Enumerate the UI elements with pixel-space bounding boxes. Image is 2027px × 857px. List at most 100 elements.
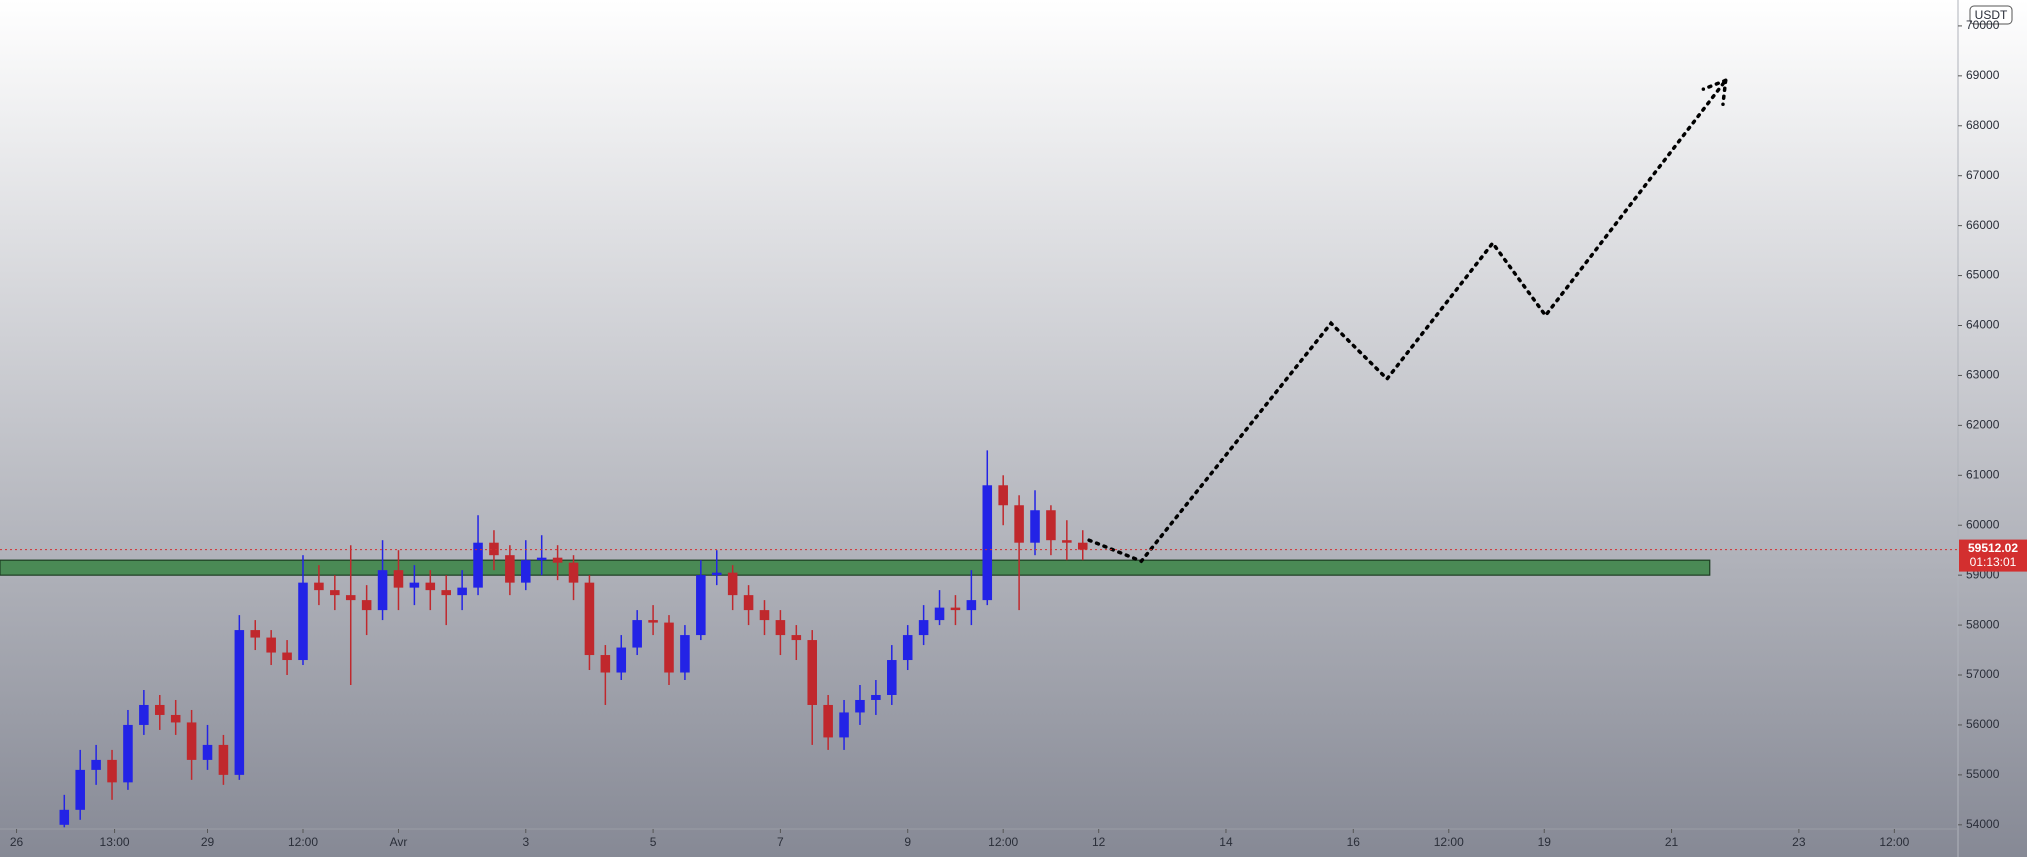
candle-body (600, 655, 611, 673)
y-tick-label: 62000 (1966, 418, 2000, 432)
x-tick-label: 5 (650, 835, 657, 849)
candle-body (839, 712, 849, 738)
candle-body (727, 572, 738, 596)
x-tick-label: 12:00 (1434, 835, 1464, 849)
candle-body (473, 542, 483, 588)
last-price-tag (1959, 539, 2027, 572)
x-tick-label: 9 (904, 835, 911, 849)
currency-badge[interactable] (1969, 5, 2013, 25)
projection-path (1087, 78, 1728, 564)
y-tick-label: 54000 (1966, 817, 2000, 831)
x-tick-label: 12 (1092, 835, 1106, 849)
y-tick-label: 70000 (1966, 18, 2000, 32)
candle-body (584, 582, 595, 656)
candle-body (521, 560, 531, 583)
candle-body (1030, 510, 1040, 543)
candle-body (934, 607, 945, 621)
candle-body (696, 575, 706, 636)
candle-body (298, 582, 308, 661)
x-tick-label: 23 (1792, 835, 1806, 849)
candle-body (409, 582, 420, 588)
candle-body (154, 704, 165, 715)
x-tick-label: 12:00 (988, 835, 1018, 849)
candle-body (330, 590, 340, 596)
x-tick-label: 12:00 (1879, 835, 1909, 849)
last-price-label: 59512.02 (1968, 541, 2018, 555)
candle-body (823, 704, 833, 738)
candle-body (139, 704, 149, 725)
candle-body (966, 600, 977, 611)
candle-body (855, 699, 865, 713)
candle-body (680, 635, 690, 673)
y-tick-label: 68000 (1966, 118, 2000, 132)
candle-body (918, 620, 929, 636)
candle-body (887, 660, 897, 695)
candle-body (123, 724, 133, 783)
x-tick-label: Avr (390, 835, 408, 849)
candle-body (361, 600, 372, 611)
x-tick-label: 13:00 (100, 835, 130, 849)
candle-body (505, 555, 515, 583)
candle-body (711, 572, 722, 576)
candle-body (743, 595, 754, 611)
candle-body (59, 809, 70, 825)
candle-body (982, 485, 993, 601)
candle-body (170, 714, 181, 723)
y-tick-label: 66000 (1966, 218, 2000, 232)
candle-body (632, 620, 642, 648)
candle-body (791, 635, 802, 641)
candle-body (186, 722, 197, 760)
y-tick-label: 57000 (1966, 667, 2000, 681)
x-tick-label: 29 (201, 835, 215, 849)
y-tick-label: 64000 (1966, 318, 2000, 332)
x-tick-label: 3 (522, 835, 529, 849)
candle-body (441, 590, 451, 596)
candle-body (250, 630, 261, 638)
y-tick-label: 56000 (1966, 717, 2000, 731)
x-tick-label: 19 (1538, 835, 1552, 849)
candle-body (759, 610, 770, 621)
candle-body (75, 769, 85, 810)
candle-body (950, 607, 961, 611)
candle-body (536, 557, 547, 561)
y-tick-label: 58000 (1966, 617, 2000, 631)
candle-body (616, 647, 627, 673)
candle-body (775, 620, 786, 636)
candle-body (457, 587, 467, 596)
y-tick-label: 60000 (1966, 517, 2000, 531)
y-tick-label: 61000 (1966, 467, 2000, 481)
candle-body (202, 744, 213, 760)
candle-body (282, 652, 292, 661)
candle-body (998, 485, 1008, 506)
candle-body (425, 582, 436, 591)
currency-label: USDT (1975, 8, 2008, 22)
candle-body (107, 759, 117, 783)
candle-body (871, 694, 881, 700)
candle-body (664, 622, 674, 673)
candle-body (314, 582, 324, 591)
countdown-label: 01:13:01 (1970, 555, 2017, 569)
x-tick-label: 7 (777, 835, 784, 849)
candle-body (489, 542, 499, 556)
x-tick-label: 21 (1665, 835, 1679, 849)
candle-body (552, 557, 563, 563)
candle-body (1014, 505, 1024, 543)
candle-body (568, 562, 579, 583)
candle-body (1077, 542, 1088, 550)
candle-body (807, 640, 818, 705)
x-tick-label: 16 (1347, 835, 1361, 849)
candle-body (266, 637, 276, 653)
candle-body (1046, 510, 1056, 541)
support-zone (0, 559, 1711, 576)
candle-body (393, 570, 404, 588)
y-tick-label: 65000 (1966, 268, 2000, 282)
candle-body (902, 635, 913, 661)
y-tick-label: 67000 (1966, 168, 2000, 182)
y-tick-label: 69000 (1966, 68, 2000, 82)
candle-body (234, 630, 245, 775)
y-tick-label: 55000 (1966, 767, 2000, 781)
x-tick-label: 26 (10, 835, 24, 849)
candle-body (1062, 540, 1072, 543)
